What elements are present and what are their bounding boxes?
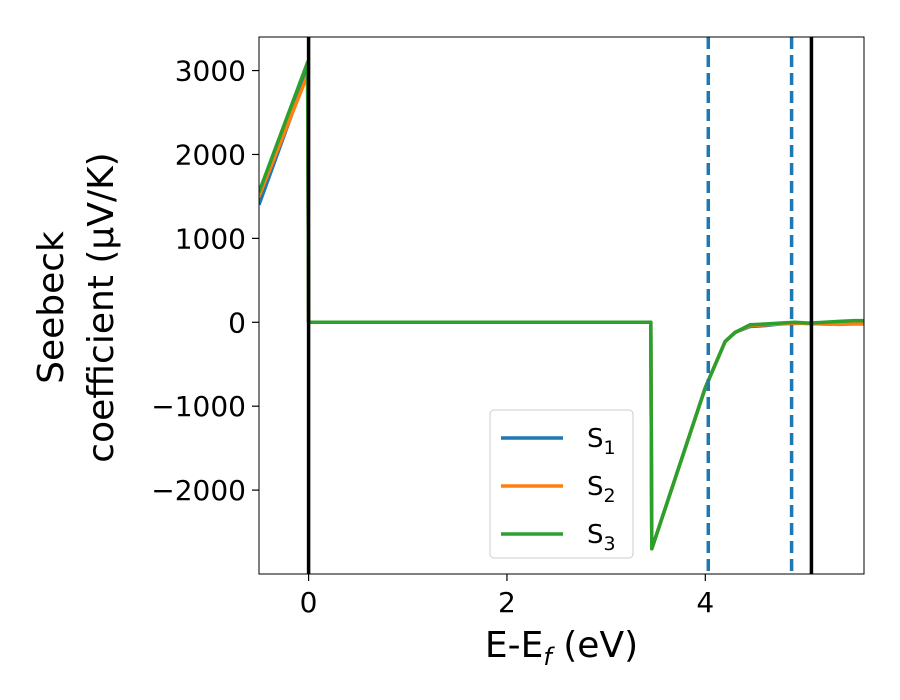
series-layer <box>259 60 864 551</box>
y-axis-label-line1: Seebeck <box>31 231 72 384</box>
x-tick-label: 2 <box>498 586 516 619</box>
legend: S1 S2 S3 <box>489 409 634 559</box>
x-axis-label-main: E-E <box>485 625 543 666</box>
plot-frame <box>258 36 865 575</box>
y-tick-label: 3000 <box>175 55 246 88</box>
series-line-3 <box>259 60 864 551</box>
y-tick-label: 0 <box>228 306 246 339</box>
y-tick-label: −2000 <box>151 474 246 507</box>
y-axis-label: Seebeck coefficient (μV/K) <box>31 152 122 462</box>
y-tick-label: 2000 <box>175 138 246 171</box>
y-ticks: 3000 2000 1000 0 −1000 −2000 <box>151 55 259 507</box>
y-axis-label-line2: coefficient (μV/K) <box>81 152 122 462</box>
legend-label-1: S1 <box>587 424 616 459</box>
x-tick-label: 0 <box>300 586 318 619</box>
legend-label-3: S3 <box>587 520 616 555</box>
vertical-lines-layer <box>306 37 814 574</box>
y-tick-label: 1000 <box>175 222 246 255</box>
x-axis-label: E-Ef (eV) <box>485 625 638 671</box>
x-axis-label-unit: (eV) <box>552 625 638 666</box>
legend-box <box>489 409 634 559</box>
x-tick-label: 4 <box>696 586 714 619</box>
y-tick-label: −1000 <box>151 390 246 423</box>
x-ticks: 0 2 4 <box>300 574 714 619</box>
legend-label-2: S2 <box>587 472 616 507</box>
